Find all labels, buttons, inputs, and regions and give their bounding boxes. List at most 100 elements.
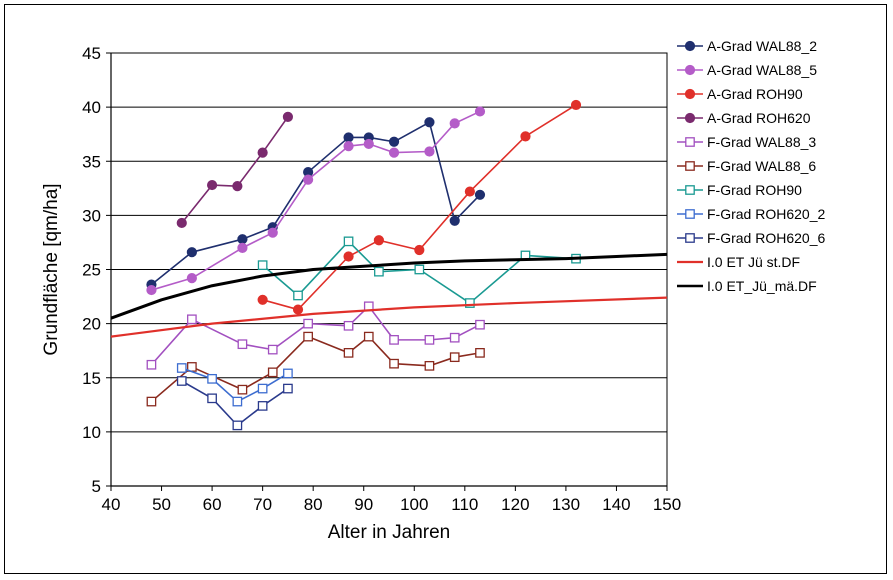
data-point <box>207 373 217 384</box>
data-point <box>343 236 354 247</box>
legend-item: A-Grad WAL88_5 <box>677 62 817 78</box>
data-point <box>520 131 531 142</box>
chart-frame: 5 10 15 20 25 30 35 40 45 40 50 60 70 80 90 100 110 120 1… <box>4 4 887 574</box>
data-point <box>449 352 460 363</box>
data-point <box>176 363 187 373</box>
legend-marker <box>685 137 695 147</box>
y-tick-labels: 5 10 15 20 25 30 35 40 45 <box>82 44 101 496</box>
data-point <box>464 186 475 197</box>
x-tick-labels: 40 50 60 70 80 90 100 110 120 130 140 150 <box>102 495 682 514</box>
legend-item: F-Grad ROH620_6 <box>677 230 825 246</box>
x-tick-label: 110 <box>451 495 478 514</box>
series-line <box>262 240 577 304</box>
data-point <box>343 348 354 358</box>
y-tick-label: 20 <box>82 315 101 334</box>
legend-item: I.0 ET_Jü_mä.DF <box>677 278 817 294</box>
legend-item: F-Grad WAL88_3 <box>677 134 816 150</box>
y-tick-label: 30 <box>82 206 101 225</box>
series-4 <box>176 111 294 229</box>
y-tick-label: 35 <box>82 152 101 171</box>
data-point <box>343 140 354 152</box>
data-point <box>292 304 304 315</box>
x-tick-label: 60 <box>203 495 222 514</box>
x-tick-label: 90 <box>354 495 373 514</box>
data-point <box>207 393 217 404</box>
data-point <box>465 298 475 308</box>
data-point <box>570 99 582 111</box>
data-point <box>283 368 293 379</box>
series-3 <box>257 99 582 315</box>
x-axis-title: Alter in Jahren <box>328 522 451 543</box>
data-point <box>237 234 248 245</box>
data-point <box>424 335 435 345</box>
data-point <box>206 179 218 191</box>
data-point <box>389 358 399 369</box>
data-point <box>414 264 425 275</box>
series-10 <box>110 296 668 338</box>
x-tick-label: 120 <box>501 495 529 514</box>
data-point <box>474 106 486 117</box>
x-tick-label: 130 <box>552 495 580 514</box>
data-point <box>449 215 460 226</box>
legend-marker <box>684 112 696 124</box>
legend-item: F-Grad WAL88_6 <box>677 158 816 174</box>
data-point <box>232 181 243 192</box>
data-point <box>232 420 243 431</box>
series-5 <box>146 301 485 370</box>
legend-label: A-Grad WAL88_5 <box>707 62 817 78</box>
y-tick-label: 5 <box>92 477 101 496</box>
data-point <box>388 136 400 147</box>
data-point <box>389 335 399 345</box>
data-point <box>232 396 243 407</box>
y-tick-label: 15 <box>82 369 101 388</box>
legend-item: A-Grad ROH90 <box>677 86 803 102</box>
x-tick-label: 40 <box>102 495 121 514</box>
data-point <box>475 319 485 330</box>
data-point <box>176 376 187 386</box>
series-8 <box>176 363 293 407</box>
data-point <box>267 344 278 355</box>
series-layer <box>110 99 668 431</box>
data-point <box>237 242 248 253</box>
data-point <box>282 111 294 122</box>
x-tick-label: 100 <box>400 495 428 514</box>
legend-marker <box>684 40 696 52</box>
data-point <box>449 118 460 129</box>
legend-label: I.0 ET_Jü_mä.DF <box>707 278 817 294</box>
data-point <box>373 235 384 246</box>
legend-item: I.0 ET Jü st.DF <box>677 254 800 270</box>
axes <box>106 52 668 491</box>
data-point <box>388 147 400 158</box>
legend-item: F-Grad ROH620_2 <box>677 206 825 222</box>
data-point <box>267 227 278 238</box>
data-point <box>449 332 460 343</box>
data-point <box>424 360 435 371</box>
legend-label: I.0 ET Jü st.DF <box>707 254 800 270</box>
data-point <box>186 273 197 284</box>
legend-label: F-Grad WAL88_6 <box>707 158 816 174</box>
data-point <box>363 331 374 342</box>
data-point <box>176 217 187 229</box>
legend-marker <box>684 64 696 76</box>
data-point <box>146 359 157 370</box>
data-point <box>363 138 374 150</box>
data-point <box>257 383 268 394</box>
data-point <box>424 117 435 128</box>
legend-label: A-Grad WAL88_2 <box>707 38 817 54</box>
series-line <box>110 252 668 320</box>
series-6 <box>146 331 485 407</box>
data-point <box>257 401 268 411</box>
x-tick-label: 80 <box>304 495 323 514</box>
legend-marker <box>685 161 695 171</box>
data-point <box>474 189 486 200</box>
legend: A-Grad WAL88_2 A-Grad WAL88_5 A-Grad ROH90… <box>677 38 825 294</box>
data-point <box>475 348 485 358</box>
y-tick-label: 40 <box>82 98 101 117</box>
data-point <box>303 318 313 329</box>
data-point <box>283 383 293 394</box>
legend-item: F-Grad ROH90 <box>677 182 802 198</box>
data-point <box>146 396 157 407</box>
y-tick-label: 45 <box>82 44 101 63</box>
data-point <box>257 147 268 158</box>
legend-label: F-Grad ROH620_2 <box>707 206 825 222</box>
